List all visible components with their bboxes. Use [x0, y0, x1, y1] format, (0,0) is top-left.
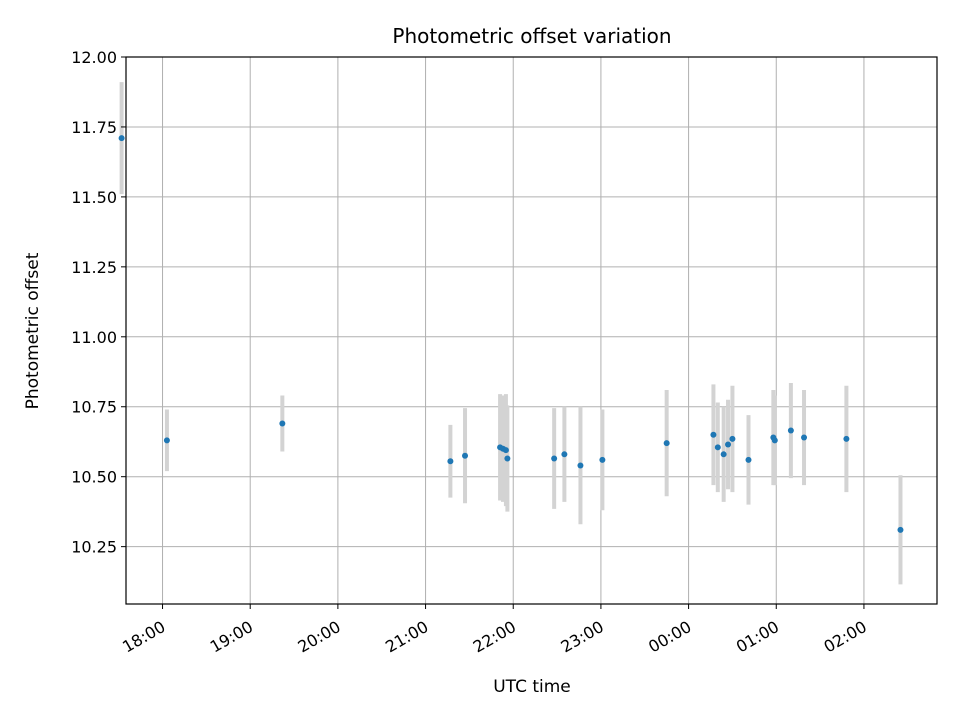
data-point [561, 451, 568, 458]
y-axis-label: Photometric offset [23, 252, 43, 409]
y-tick-label: 11.50 [71, 188, 117, 207]
data-point [663, 440, 670, 447]
data-point [710, 431, 717, 438]
y-tick-label: 11.00 [71, 328, 117, 347]
data-point [771, 437, 778, 444]
y-tick-label: 10.75 [71, 398, 117, 417]
data-point [447, 458, 454, 465]
data-point [502, 447, 509, 454]
y-tick-label: 10.25 [71, 538, 117, 557]
data-point [577, 462, 584, 469]
data-point [897, 526, 904, 533]
data-point [843, 435, 850, 442]
data-point [118, 135, 125, 142]
data-points [118, 135, 904, 533]
data-point [714, 444, 721, 451]
data-point [801, 434, 808, 441]
data-point [787, 427, 794, 434]
data-point [599, 456, 606, 463]
data-point [279, 420, 286, 427]
data-point [462, 452, 469, 459]
y-tick-label: 11.75 [71, 118, 117, 137]
y-axis-ticks: 10.25 10.50 10.75 11.00 11.25 11.50 11.75 12.00 [71, 48, 126, 557]
data-point [729, 435, 736, 442]
data-point [504, 455, 511, 462]
data-point [163, 437, 170, 444]
data-point [725, 441, 732, 448]
x-axis-label: UTC time [493, 677, 571, 697]
data-point [745, 456, 752, 463]
gridlines [126, 56, 937, 604]
data-point [720, 451, 727, 458]
plot-frame [125, 56, 938, 605]
y-tick-label: 11.25 [71, 258, 117, 277]
data-point [551, 455, 558, 462]
y-tick-label: 10.50 [71, 468, 117, 487]
y-tick-label: 12.00 [71, 48, 117, 67]
chart-title: Photometric offset variation [392, 24, 671, 48]
